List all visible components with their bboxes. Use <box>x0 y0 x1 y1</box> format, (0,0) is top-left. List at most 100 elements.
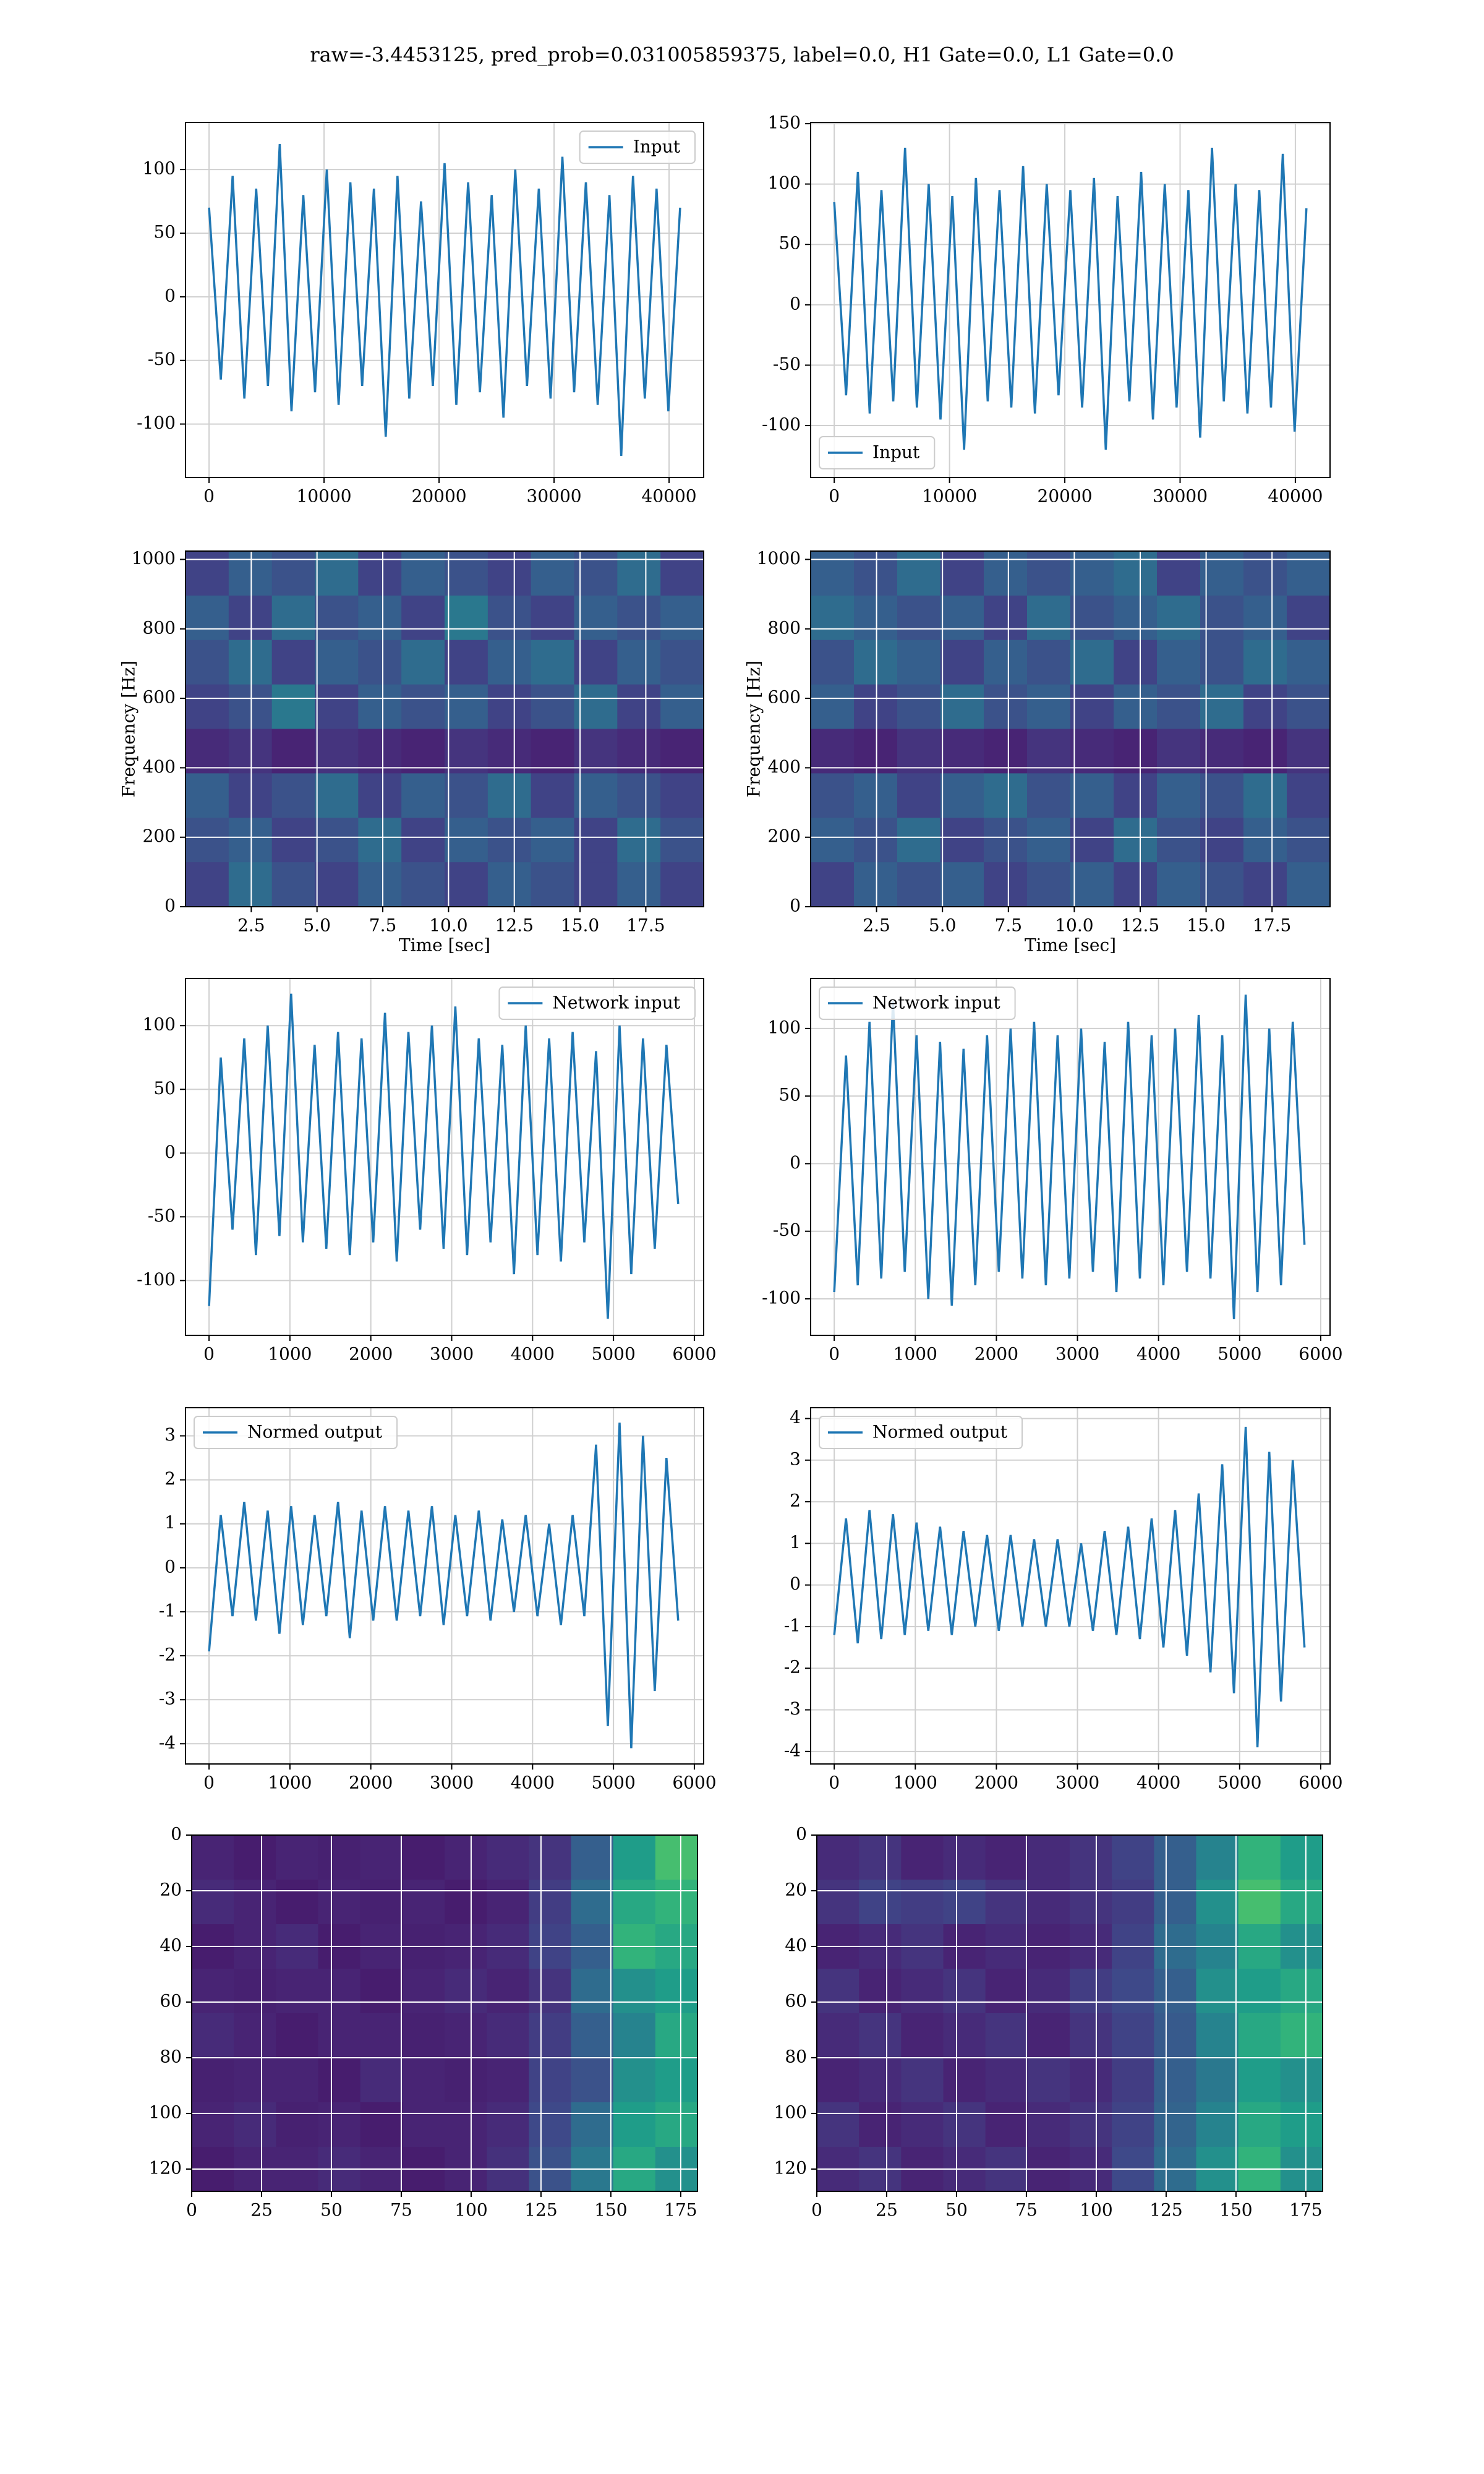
x-tick-label: 175 <box>664 2200 697 2220</box>
heatmap-cell <box>574 595 618 641</box>
heatmap-cell <box>613 2013 656 2058</box>
heatmap-cell <box>613 1835 656 1880</box>
heatmap-cell <box>940 773 984 818</box>
heatmap-cell <box>1238 1880 1281 1925</box>
heatmap-cell <box>1027 2102 1070 2147</box>
heatmap-cell <box>1112 2058 1154 2103</box>
heatmap-cell <box>811 862 855 907</box>
heatmap-cell <box>901 2102 944 2147</box>
y-tick-label: 1000 <box>132 548 176 568</box>
heatmap-cell <box>1287 640 1331 685</box>
heatmap-cell <box>817 1835 859 1880</box>
heatmap-cell <box>228 729 273 774</box>
x-tick-label: 0 <box>811 2200 822 2220</box>
x-tick-label: 4000 <box>1136 1773 1180 1793</box>
heatmap-cell <box>817 2102 859 2147</box>
heatmap-cell <box>401 773 445 818</box>
heatmap-cell <box>360 2013 403 2058</box>
heatmap-cell <box>487 818 532 863</box>
axes-frame <box>816 1834 1323 2192</box>
heatmap-cell <box>985 2013 1028 2058</box>
y-tick-label: -3 <box>159 1689 176 1709</box>
heatmap-cell <box>1070 1969 1112 2014</box>
heatmap-cell <box>655 2013 698 2058</box>
heatmap-cell <box>228 640 273 685</box>
axes-frame <box>191 1834 698 2192</box>
x-tick-label: 40000 <box>642 486 697 507</box>
heatmap-cell <box>276 1880 319 1925</box>
heatmap-cell <box>940 551 984 596</box>
y-tick-label: 20 <box>785 1880 807 1900</box>
y-axis-label: Frequency [Hz] <box>744 661 764 797</box>
heatmap-cell <box>228 773 273 818</box>
heatmap-cell <box>613 1969 656 2014</box>
heatmap-cell <box>1027 1835 1070 1880</box>
heatmap-cell <box>901 1880 944 1925</box>
x-tick-label: 75 <box>390 2200 412 2220</box>
heatmap-cell <box>1200 595 1244 641</box>
heatmap-cell <box>315 551 359 596</box>
heatmap-cell <box>1200 729 1244 774</box>
y-tick-label: -4 <box>784 1740 801 1760</box>
heatmap-cell <box>192 2058 234 2103</box>
x-tick-label: 10000 <box>297 486 352 507</box>
heatmap-cell <box>1243 595 1287 641</box>
heatmap-cell <box>315 684 359 730</box>
heatmap-cell <box>1112 1880 1154 1925</box>
heatmap-cell <box>358 818 402 863</box>
heatmap-cell <box>1154 1835 1197 1880</box>
x-tick-label: 125 <box>1149 2200 1182 2220</box>
heatmap-cell <box>1200 862 1244 907</box>
x-tick-label: 4000 <box>511 1773 555 1793</box>
x-tick-label: 75 <box>1015 2200 1038 2220</box>
heatmap-cell <box>985 2102 1028 2147</box>
heatmap-cell <box>487 2013 529 2058</box>
heatmap-cell <box>655 1969 698 2014</box>
y-tick-label: 4 <box>790 1407 801 1427</box>
heatmap-cell <box>234 1835 276 1880</box>
heatmap-cell <box>401 684 445 730</box>
heatmap-cell <box>859 2013 902 2058</box>
x-tick-label: 12.5 <box>1121 915 1159 936</box>
heatmap-cell <box>271 551 316 596</box>
x-tick-label: 3000 <box>430 1773 474 1793</box>
heatmap-cell <box>487 773 532 818</box>
heatmap-cell <box>192 1835 234 1880</box>
heatmap-cell <box>655 2102 698 2147</box>
x-tick-label: 5.0 <box>303 915 331 936</box>
y-tick-label: -50 <box>773 354 801 374</box>
y-tick-label: 3 <box>164 1424 176 1445</box>
subplot: 0 10000 20000 30000 40000 -100 -50 0 50 100 Input <box>137 122 704 507</box>
heatmap-cell <box>859 2058 902 2103</box>
x-tick-label: 6000 <box>1298 1344 1342 1364</box>
heatmap-cell <box>617 551 661 596</box>
heatmap-cell <box>487 551 532 596</box>
legend: Input <box>579 131 696 164</box>
heatmap-cell <box>859 1880 902 1925</box>
x-tick-label: 2000 <box>974 1773 1018 1793</box>
heatmap-cell <box>315 640 359 685</box>
heatmap-cell <box>854 595 898 641</box>
y-tick-label: -2 <box>159 1645 176 1665</box>
heatmap-cell <box>1196 2058 1239 2103</box>
y-tick-label: 100 <box>774 2102 807 2123</box>
heatmap-cell <box>1157 729 1201 774</box>
heatmap-cell <box>445 2102 487 2147</box>
heatmap-cell <box>315 773 359 818</box>
heatmap-cell <box>445 551 488 596</box>
heatmap-cell <box>1287 862 1331 907</box>
heatmap-cell <box>617 684 661 730</box>
y-tick-label: 0 <box>164 1556 176 1577</box>
heatmap-cell <box>186 729 229 774</box>
heatmap-cell <box>897 862 941 907</box>
y-tick-label: 40 <box>785 1935 807 1956</box>
heatmap-cell <box>854 862 898 907</box>
x-tick-label: 17.5 <box>626 915 665 936</box>
heatmap-cell <box>401 862 445 907</box>
y-tick-label: 0 <box>790 1573 801 1594</box>
line-series <box>833 995 1306 1319</box>
legend-box <box>819 436 936 469</box>
axes-frame <box>185 550 704 907</box>
heatmap-cell <box>529 1969 572 2014</box>
heatmap-cell <box>1027 862 1071 907</box>
